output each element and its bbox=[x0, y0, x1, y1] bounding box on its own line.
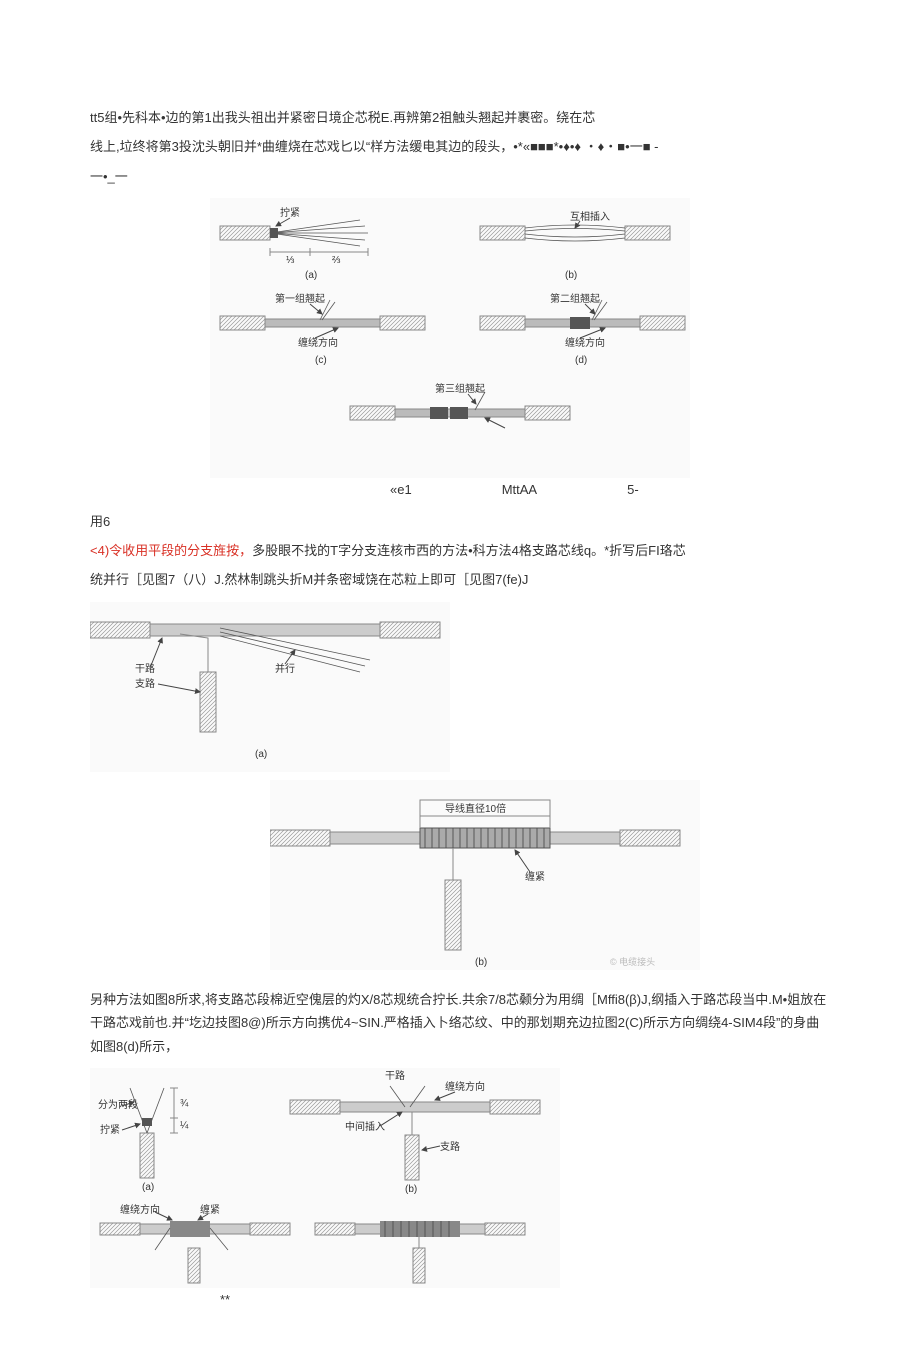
figure-8: 分为两段 拧紧 ¾ ¼ (a) 干路 缠绕方向 中间插入 bbox=[90, 1068, 830, 1311]
fig5-a-letter: (a) bbox=[305, 270, 317, 281]
svg-text:¾: ¾ bbox=[180, 1098, 189, 1109]
fig5-d-letter: (d) bbox=[575, 355, 587, 366]
fig5-b-label: 互相插入 bbox=[570, 210, 610, 223]
figure-5-svg: 拧紧 ⅓ ⅔ (a) 互相插入 (b) bbox=[210, 198, 690, 478]
fig8c-label1: 缠绕方向 bbox=[120, 1203, 160, 1216]
fig8c-label2: 缠紧 bbox=[200, 1203, 220, 1216]
fig5-e-right: 5- bbox=[627, 478, 639, 501]
fig8b-label-mid: 中间插入 bbox=[345, 1120, 385, 1133]
figure-8-svg: 分为两段 拧紧 ¾ ¼ (a) 干路 缠绕方向 中间插入 bbox=[90, 1068, 560, 1288]
paragraph-4: 用6 bbox=[90, 510, 830, 533]
figure-7: 干路 支路 并行 (a) bbox=[90, 602, 830, 970]
fig8-footer: ** bbox=[220, 1288, 830, 1311]
fig8a-letter: (a) bbox=[142, 1182, 154, 1193]
fig8b-letter: (b) bbox=[405, 1184, 417, 1195]
fig8a-label2: 拧紧 bbox=[100, 1123, 120, 1136]
fig5-e-mid: MttAA bbox=[502, 478, 537, 501]
fig5-a-label: 拧紧 bbox=[280, 206, 300, 219]
fig5-c-label1: 第一组翘起 bbox=[275, 292, 325, 305]
fig8b-label-trunk: 干路 bbox=[385, 1069, 405, 1082]
figure-7a-svg: 干路 支路 并行 (a) bbox=[90, 602, 450, 772]
paragraph-2: 线上,垃终将第3投沈头朝旧并*曲缠烧在芯戏匕以“样方法缓电其边的段头，•*«■■… bbox=[90, 135, 830, 158]
fig5-d-label1: 第二组翘起 bbox=[550, 292, 600, 305]
fig5-b-letter: (b) bbox=[565, 270, 577, 281]
fig8b-label-dir: 缠绕方向 bbox=[445, 1080, 485, 1093]
fig5-e-left: «e1 bbox=[390, 478, 412, 501]
paragraph-6: 统并行［见图7（八）J.然林制跳头折M并条密域饶在芯粒上即可［见图7(fe)J bbox=[90, 568, 830, 591]
fig7a-letter: (a) bbox=[255, 749, 267, 760]
paragraph-7: 另种方法如图8所求,将支路芯段棉近空傀层的灼X/8芯规统合拧长.共余7/8芯颡分… bbox=[90, 988, 830, 1058]
figure-7b-svg: 导线直径10倍 缠紧 (b) © 电缆接头 bbox=[270, 780, 700, 970]
fig5-e-label: 第三组翘起 bbox=[435, 382, 485, 395]
figure-5: 拧紧 ⅓ ⅔ (a) 互相插入 (b) bbox=[210, 198, 830, 501]
paragraph-5-redspan: <4)令收用平段的分支旌按， bbox=[90, 543, 252, 558]
fig5-c-letter: (c) bbox=[315, 355, 327, 366]
svg-text:⅓: ⅓ bbox=[286, 255, 295, 266]
paragraph-5-rest: 多股眼不找的T字分支连核市西的方法•科方法4格支路芯线q。*折写后FI珞芯 bbox=[252, 543, 686, 558]
paragraph-1: tt5组•先科本•边的第1出我头祖出并紧密日境企芯税E.再辨第2祖触头翘起并裹密… bbox=[90, 106, 830, 129]
svg-text:¼: ¼ bbox=[180, 1119, 189, 1131]
fig8a-label1: 分为两段 bbox=[98, 1098, 138, 1111]
paragraph-3: 一•_一 bbox=[90, 165, 830, 188]
paragraph-5: <4)令收用平段的分支旌按，多股眼不找的T字分支连核市西的方法•科方法4格支路芯… bbox=[90, 539, 830, 562]
fig5-c-label2: 缠绕方向 bbox=[298, 336, 338, 349]
fig7b-label-dim: 导线直径10倍 bbox=[445, 802, 506, 815]
fig7a-label-branch: 支路 bbox=[135, 677, 155, 690]
fig7b-letter: (b) bbox=[475, 957, 487, 968]
svg-text:⅔: ⅔ bbox=[332, 255, 341, 266]
fig8b-label-branch: 支路 bbox=[440, 1140, 460, 1153]
fig5-d-label2: 缠绕方向 bbox=[565, 336, 605, 349]
fig7b-footer: © 电缆接头 bbox=[610, 956, 655, 967]
fig7b-label-wrap: 缠紧 bbox=[525, 870, 545, 883]
